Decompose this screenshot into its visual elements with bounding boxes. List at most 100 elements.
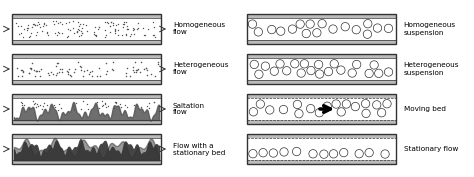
Circle shape — [329, 25, 337, 33]
Point — [64, 72, 71, 75]
Point — [126, 75, 134, 78]
Point — [123, 27, 131, 30]
Circle shape — [293, 100, 301, 109]
Point — [66, 20, 73, 23]
Circle shape — [341, 22, 349, 31]
Point — [99, 104, 107, 106]
Bar — [12, 94, 161, 98]
Point — [120, 22, 128, 25]
Point — [71, 67, 78, 70]
Circle shape — [307, 104, 315, 113]
Point — [150, 21, 157, 24]
Point — [77, 69, 85, 72]
Point — [114, 29, 122, 32]
Point — [67, 75, 75, 77]
Circle shape — [361, 99, 370, 108]
Point — [92, 34, 100, 36]
Point — [111, 30, 118, 33]
Point — [109, 67, 116, 70]
Bar — [12, 14, 161, 18]
Point — [19, 35, 27, 38]
Point — [50, 23, 58, 26]
Point — [106, 31, 114, 33]
Point — [129, 68, 137, 71]
Bar — [246, 120, 396, 124]
Circle shape — [365, 69, 374, 78]
Point — [54, 61, 61, 64]
Point — [74, 60, 82, 63]
Point — [123, 72, 130, 75]
Point — [44, 31, 51, 34]
Circle shape — [373, 101, 381, 109]
Point — [38, 30, 46, 33]
Circle shape — [363, 30, 372, 38]
Point — [80, 69, 88, 72]
Circle shape — [297, 69, 305, 77]
Point — [134, 68, 141, 70]
Point — [12, 21, 20, 24]
Point — [55, 71, 63, 74]
Point — [91, 30, 98, 33]
Point — [103, 72, 110, 75]
Bar — [12, 138, 161, 160]
Circle shape — [255, 70, 263, 78]
Point — [151, 75, 159, 78]
Circle shape — [384, 24, 392, 33]
Point — [36, 26, 44, 29]
Point — [95, 107, 103, 110]
Point — [93, 107, 100, 110]
Point — [33, 105, 40, 108]
Point — [20, 104, 27, 107]
Point — [33, 70, 41, 72]
Bar — [12, 18, 161, 40]
Point — [18, 25, 25, 28]
Bar — [12, 134, 161, 138]
Text: Heterogeneous
flow: Heterogeneous flow — [173, 62, 228, 76]
Point — [52, 65, 59, 68]
Point — [49, 20, 57, 23]
Circle shape — [377, 109, 386, 117]
Point — [62, 21, 70, 24]
Point — [37, 67, 45, 70]
Circle shape — [296, 20, 304, 28]
Text: Homogeneous
suspension: Homogeneous suspension — [403, 22, 456, 36]
Point — [92, 34, 100, 37]
Text: Stationary flow: Stationary flow — [403, 146, 458, 152]
Point — [145, 107, 153, 110]
Point — [130, 71, 138, 74]
Point — [36, 104, 44, 107]
Point — [31, 101, 38, 104]
Point — [55, 22, 62, 24]
Point — [109, 60, 117, 63]
Bar — [246, 94, 396, 98]
Point — [134, 26, 142, 29]
Point — [146, 102, 153, 104]
Point — [25, 107, 33, 110]
Circle shape — [342, 100, 351, 108]
Circle shape — [309, 150, 317, 158]
Bar — [246, 160, 396, 164]
Point — [104, 105, 111, 108]
Point — [123, 67, 130, 70]
Bar — [246, 40, 396, 44]
Point — [36, 75, 44, 78]
Bar — [246, 54, 396, 84]
Circle shape — [352, 25, 360, 34]
Circle shape — [265, 106, 274, 114]
Text: Moving bed: Moving bed — [403, 106, 446, 112]
Point — [35, 23, 43, 25]
Circle shape — [318, 19, 326, 28]
Point — [126, 35, 134, 38]
Bar — [12, 160, 161, 164]
Point — [109, 23, 117, 26]
Point — [79, 100, 87, 103]
Circle shape — [374, 69, 383, 78]
Point — [31, 24, 39, 26]
Point — [130, 27, 138, 30]
Bar — [246, 58, 396, 80]
Point — [34, 104, 42, 107]
Point — [64, 69, 71, 72]
Bar — [12, 54, 161, 58]
Point — [119, 22, 127, 25]
Text: Saltation
flow: Saltation flow — [173, 102, 205, 116]
